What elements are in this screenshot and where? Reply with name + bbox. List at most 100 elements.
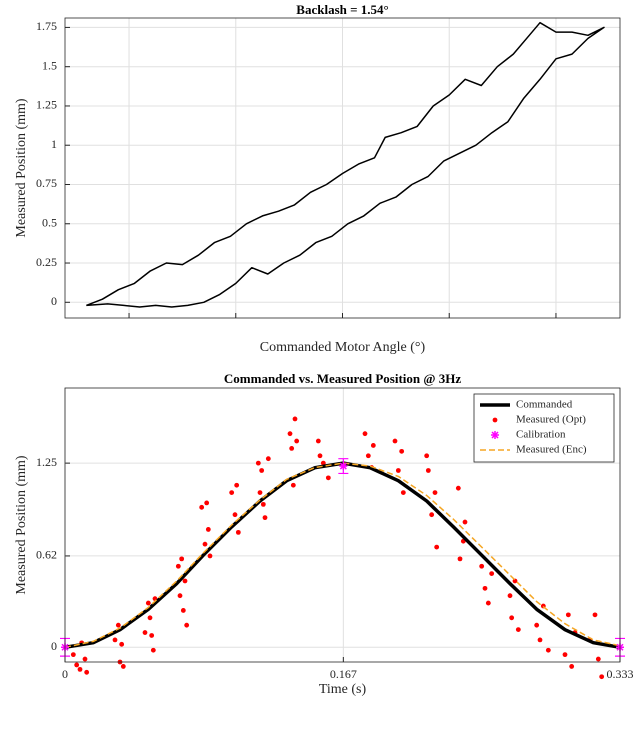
data-point bbox=[82, 656, 88, 662]
x-axis-label: Time (s) bbox=[319, 682, 367, 697]
data-point bbox=[569, 664, 575, 669]
asterisk-stroke bbox=[491, 431, 499, 439]
data-point bbox=[150, 647, 156, 653]
data-point bbox=[115, 622, 121, 628]
legend-label: Commanded bbox=[516, 399, 573, 411]
data-point bbox=[112, 637, 118, 643]
data-point bbox=[147, 615, 153, 621]
data-point bbox=[534, 622, 540, 628]
data-point bbox=[287, 431, 293, 437]
y-tick-label: 0 bbox=[51, 294, 57, 308]
data-point bbox=[432, 490, 438, 495]
data-point bbox=[592, 612, 598, 618]
x-tick-label: 0 bbox=[62, 667, 68, 681]
y-axis-label: Measured Position (mm) bbox=[14, 455, 29, 595]
y-tick-label: 0.5 bbox=[42, 216, 57, 230]
legend-label: Calibration bbox=[516, 429, 566, 441]
data-point bbox=[235, 529, 241, 535]
legend-label: Measured (Opt) bbox=[516, 414, 586, 426]
data-point bbox=[425, 468, 431, 473]
x-tick-label: 0.167 bbox=[330, 667, 357, 681]
data-point bbox=[392, 438, 398, 444]
data-point bbox=[482, 585, 488, 591]
data-point bbox=[142, 630, 148, 635]
data-point bbox=[199, 504, 205, 510]
data-point bbox=[537, 637, 543, 643]
data-point bbox=[262, 515, 268, 521]
data-point bbox=[180, 608, 186, 613]
data-point bbox=[509, 615, 515, 621]
data-point bbox=[565, 612, 571, 618]
x-tick-label: 0.333 bbox=[607, 667, 634, 681]
y-axis-label: Measured Position (mm) bbox=[14, 98, 29, 238]
data-point bbox=[429, 512, 435, 518]
legend-swatch bbox=[491, 431, 499, 439]
data-line bbox=[86, 21, 605, 308]
plot-frame bbox=[64, 387, 621, 663]
data-point bbox=[120, 664, 126, 669]
data-point bbox=[455, 485, 461, 491]
data-point bbox=[399, 448, 405, 454]
y-tick-label: 1 bbox=[51, 137, 57, 151]
data-point bbox=[265, 456, 271, 462]
data-point bbox=[182, 578, 188, 584]
data-point bbox=[320, 460, 326, 466]
data-point bbox=[507, 593, 513, 599]
data-point bbox=[257, 490, 263, 495]
y-tick-label: 1.25 bbox=[36, 98, 57, 112]
data-point bbox=[479, 563, 485, 569]
data-point bbox=[315, 438, 321, 444]
data-point bbox=[400, 490, 406, 495]
data-point bbox=[74, 662, 80, 668]
data-point bbox=[515, 627, 521, 632]
data-point bbox=[325, 475, 331, 481]
legend-label: Measured (Enc) bbox=[516, 444, 587, 456]
y-tick-label: 0.25 bbox=[36, 255, 57, 269]
data-point bbox=[255, 460, 261, 466]
data-point bbox=[202, 541, 208, 547]
legend-swatch bbox=[492, 417, 498, 423]
x-axis-label: Commanded Motor Angle (°) bbox=[260, 340, 426, 355]
data-point bbox=[259, 468, 265, 473]
data-point bbox=[260, 501, 266, 507]
data-point bbox=[599, 674, 605, 680]
data-point bbox=[234, 482, 240, 488]
data-point bbox=[294, 438, 300, 444]
chart-title: Commanded vs. Measured Position @ 3Hz bbox=[224, 371, 461, 386]
data-point bbox=[317, 453, 323, 459]
y-tick-label: 0 bbox=[51, 639, 57, 653]
data-point bbox=[545, 647, 551, 653]
data-point bbox=[77, 666, 83, 672]
data-point bbox=[562, 652, 568, 658]
y-tick-label: 0.62 bbox=[36, 548, 57, 562]
data-point bbox=[395, 468, 401, 473]
data-point bbox=[70, 652, 76, 658]
data-point bbox=[205, 527, 211, 532]
data-point bbox=[229, 490, 235, 495]
chart-title: Backlash = 1.54° bbox=[296, 2, 388, 17]
data-point bbox=[365, 453, 371, 459]
data-point bbox=[462, 519, 468, 525]
data-point bbox=[175, 563, 181, 569]
data-point bbox=[489, 571, 495, 577]
data-point bbox=[207, 553, 213, 559]
data-point bbox=[434, 544, 440, 550]
calibration-marker bbox=[339, 462, 348, 471]
data-point bbox=[289, 445, 295, 451]
data-point bbox=[292, 416, 298, 422]
data-point bbox=[232, 512, 238, 518]
data-point bbox=[485, 600, 491, 606]
y-tick-label: 0.75 bbox=[36, 176, 57, 190]
data-point bbox=[119, 641, 125, 647]
data-point bbox=[424, 453, 430, 459]
data-point bbox=[595, 656, 601, 662]
data-point bbox=[179, 556, 185, 562]
data-point bbox=[177, 593, 183, 599]
data-point bbox=[370, 443, 376, 448]
y-tick-label: 1.5 bbox=[42, 58, 57, 72]
data-point bbox=[184, 622, 190, 628]
y-tick-label: 1.75 bbox=[36, 19, 57, 33]
data-point bbox=[290, 482, 296, 488]
asterisk-stroke bbox=[339, 462, 347, 470]
